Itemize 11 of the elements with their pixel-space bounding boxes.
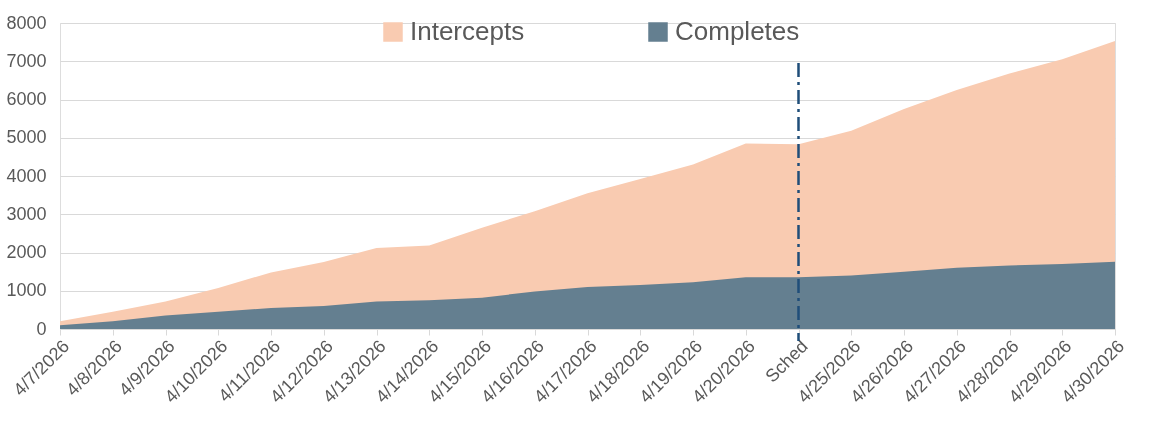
y-tick-label: 0: [36, 318, 47, 339]
y-tick-label: 4000: [6, 165, 47, 186]
y-tick-label: 3000: [6, 203, 47, 224]
y-tick-label: 8000: [6, 12, 47, 33]
y-tick-label: 1000: [6, 280, 47, 301]
y-tick-label: 2000: [6, 242, 47, 262]
y-tick-label: 6000: [6, 89, 47, 109]
legend-label: Completes: [675, 16, 800, 46]
legend-label: Intercepts: [410, 16, 525, 46]
y-tick-label: 7000: [6, 50, 47, 71]
y-tick-label: 5000: [6, 127, 47, 148]
